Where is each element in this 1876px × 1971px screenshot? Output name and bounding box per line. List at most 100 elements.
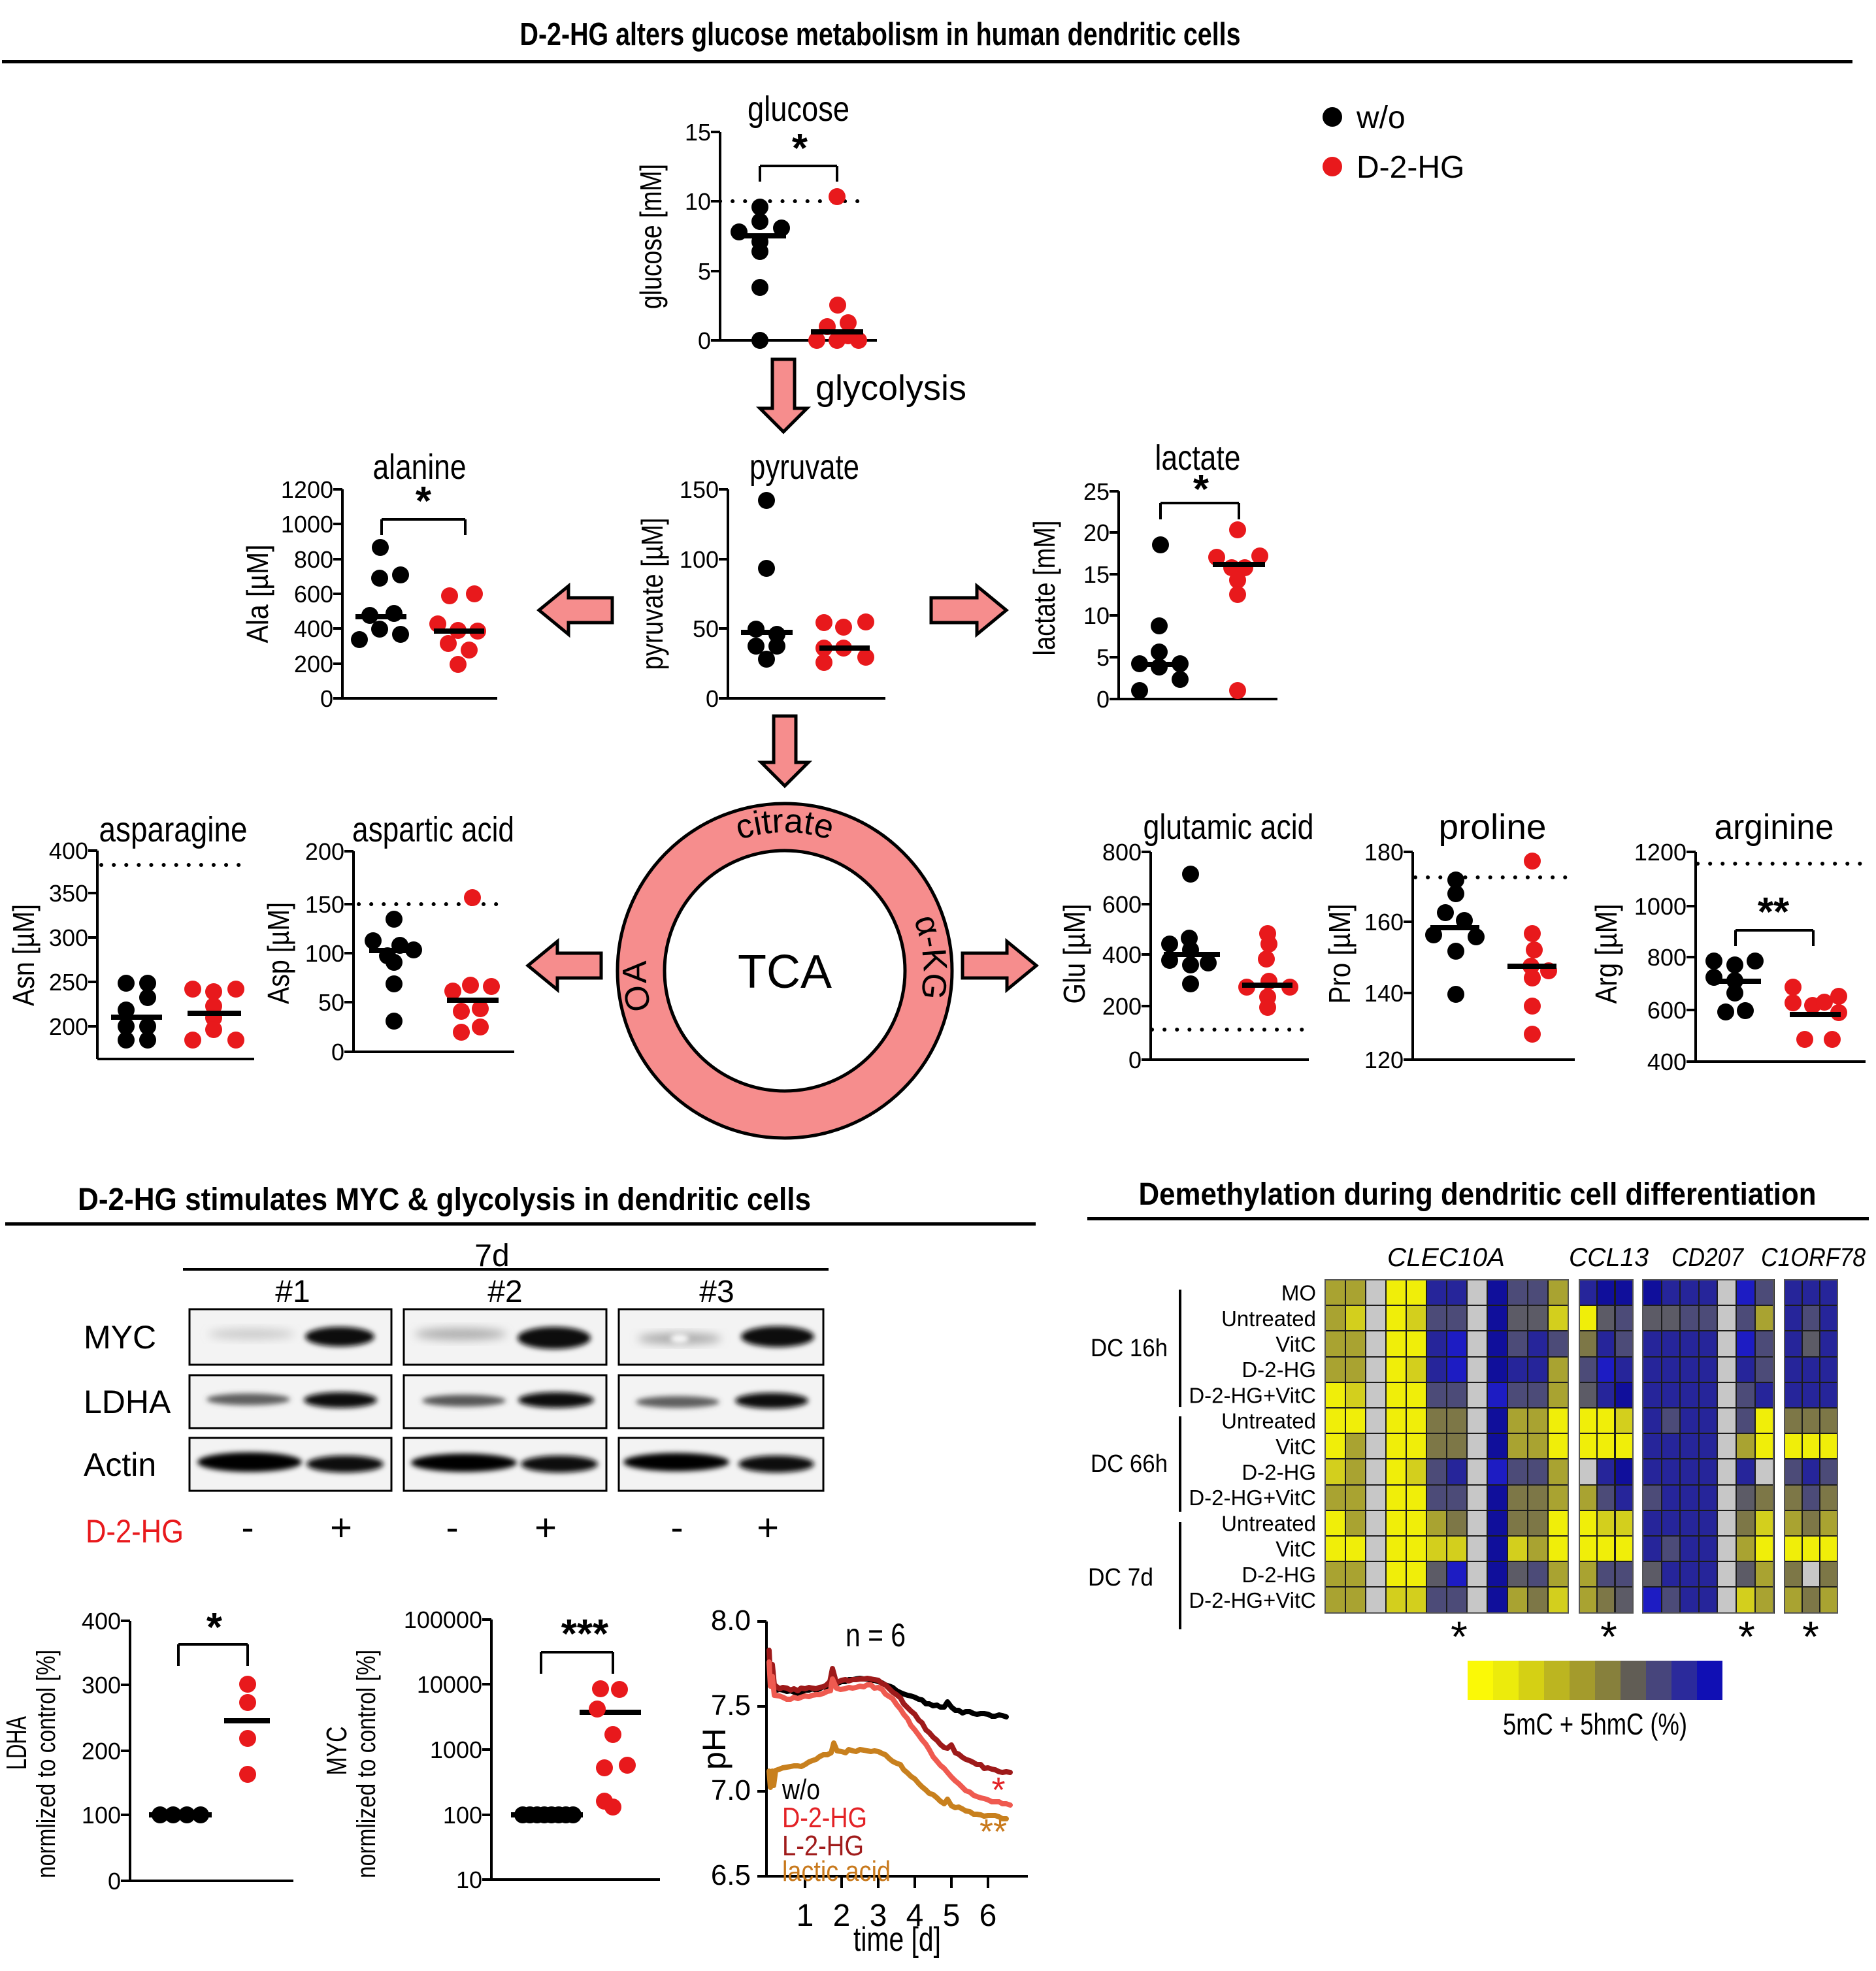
svg-text:6: 6 <box>979 1898 997 1933</box>
svg-text:50: 50 <box>693 615 719 642</box>
svg-text:D-2-HG+VitC: D-2-HG+VitC <box>1189 1486 1316 1510</box>
svg-text:MYC: MYC <box>84 1319 156 1356</box>
svg-text:400: 400 <box>1102 941 1142 968</box>
svg-text:5: 5 <box>943 1898 961 1933</box>
svg-text:5mC + 5hmC (%): 5mC + 5hmC (%) <box>1503 1707 1687 1741</box>
svg-text:7.0: 7.0 <box>711 1774 751 1806</box>
svg-text:0: 0 <box>698 327 711 354</box>
svg-text:2: 2 <box>833 1898 851 1933</box>
svg-text:D-2-HG alters glucose metaboli: D-2-HG alters glucose metabolism in huma… <box>520 17 1241 52</box>
svg-text:Untreated: Untreated <box>1221 1511 1316 1535</box>
svg-text:*: * <box>792 126 808 171</box>
svg-text:**: ** <box>1758 890 1790 935</box>
svg-text:VitC: VitC <box>1275 1332 1316 1356</box>
svg-text:n = 6: n = 6 <box>846 1617 906 1653</box>
svg-text:300: 300 <box>82 1672 121 1699</box>
svg-text:10: 10 <box>1083 602 1110 629</box>
svg-text:MO: MO <box>1281 1281 1316 1305</box>
svg-text:1000: 1000 <box>430 1736 482 1763</box>
svg-text:MYC: MYC <box>321 1727 353 1776</box>
svg-text:140: 140 <box>1364 980 1404 1007</box>
svg-text:0: 0 <box>706 685 719 712</box>
svg-text:20: 20 <box>1083 519 1110 546</box>
svg-text:time [d]: time [d] <box>853 1921 941 1959</box>
svg-text:+: + <box>535 1507 557 1549</box>
svg-text:D-2-HG: D-2-HG <box>1242 1563 1316 1587</box>
svg-text:150: 150 <box>680 476 719 503</box>
svg-text:600: 600 <box>294 581 333 608</box>
svg-text:15: 15 <box>685 119 711 146</box>
svg-text:160: 160 <box>1364 909 1404 936</box>
svg-text:pH: pH <box>696 1728 732 1770</box>
svg-text:D-2-HG: D-2-HG <box>1242 1460 1316 1484</box>
svg-text:25: 25 <box>1083 478 1110 505</box>
svg-text:glucose [mM]: glucose [mM] <box>634 164 668 309</box>
svg-text:350: 350 <box>49 880 88 907</box>
svg-text:0: 0 <box>320 685 333 712</box>
svg-text:1: 1 <box>797 1898 814 1933</box>
svg-text:1200: 1200 <box>281 476 333 503</box>
svg-text:*: * <box>1451 1612 1468 1661</box>
svg-text:10: 10 <box>456 1866 482 1893</box>
svg-text:Actin: Actin <box>84 1446 156 1483</box>
svg-text:600: 600 <box>1102 891 1142 918</box>
svg-text:-: - <box>446 1507 458 1549</box>
svg-text:D-2-HG stimulates MYC & glycol: D-2-HG stimulates MYC & glycolysis in de… <box>78 1182 811 1217</box>
svg-text:1000: 1000 <box>1634 893 1687 920</box>
svg-text:+: + <box>757 1507 779 1549</box>
svg-text:TCA: TCA <box>738 946 832 998</box>
svg-text:glutamic acid: glutamic acid <box>1144 807 1314 847</box>
svg-text:50: 50 <box>318 989 344 1016</box>
svg-text:Arg [µM]: Arg [µM] <box>1589 904 1623 1004</box>
svg-text:6.5: 6.5 <box>711 1859 751 1891</box>
svg-text:150: 150 <box>305 891 344 918</box>
svg-text:3: 3 <box>870 1898 887 1933</box>
svg-text:alanine: alanine <box>373 448 467 487</box>
svg-text:8.0: 8.0 <box>711 1604 751 1637</box>
svg-text:LDHA: LDHA <box>84 1384 171 1420</box>
svg-text:pyruvate: pyruvate <box>749 448 859 487</box>
svg-text:10: 10 <box>685 188 711 215</box>
svg-text:w/o: w/o <box>782 1774 820 1806</box>
svg-text:400: 400 <box>49 838 88 864</box>
svg-text:200: 200 <box>1102 993 1142 1020</box>
svg-text:180: 180 <box>1364 839 1404 866</box>
svg-text:1000: 1000 <box>281 511 333 538</box>
svg-text:proline: proline <box>1439 807 1547 847</box>
svg-text:0: 0 <box>1128 1047 1142 1073</box>
svg-text:L-2-HG: L-2-HG <box>782 1830 864 1862</box>
svg-text:VitC: VitC <box>1275 1537 1316 1561</box>
svg-text:300: 300 <box>49 924 88 951</box>
svg-text:Asp [µM]: Asp [µM] <box>261 902 295 1004</box>
svg-text:5: 5 <box>1096 644 1110 671</box>
svg-text:DC 7d: DC 7d <box>1088 1564 1153 1591</box>
svg-text:0: 0 <box>1096 686 1110 713</box>
svg-text:*: * <box>1738 1612 1755 1661</box>
svg-text:*: * <box>1802 1612 1819 1661</box>
svg-text:VitC: VitC <box>1275 1435 1316 1459</box>
svg-text:D-2-HG: D-2-HG <box>782 1802 867 1834</box>
svg-text:0: 0 <box>331 1039 344 1066</box>
svg-text:D-2-HG: D-2-HG <box>86 1513 184 1550</box>
svg-text:***: *** <box>561 1612 609 1657</box>
svg-text:C1ORF78: C1ORF78 <box>1761 1243 1866 1272</box>
svg-text:LDHA: LDHA <box>1 1716 33 1770</box>
svg-text:400: 400 <box>1647 1049 1687 1075</box>
svg-text:200: 200 <box>49 1013 88 1040</box>
svg-text:lactate [mM]: lactate [mM] <box>1027 521 1061 656</box>
svg-text:+: + <box>330 1507 352 1549</box>
svg-text:7.5: 7.5 <box>711 1689 751 1721</box>
svg-text:*: * <box>1193 467 1210 512</box>
svg-text:lactic acid: lactic acid <box>782 1855 891 1887</box>
svg-text:200: 200 <box>305 838 344 865</box>
svg-text:D-2-HG: D-2-HG <box>1242 1358 1316 1382</box>
svg-text:Glu [µM]: Glu [µM] <box>1057 904 1091 1004</box>
svg-text:100: 100 <box>82 1802 121 1829</box>
svg-text:normlized to control [%]: normlized to control [%] <box>32 1650 61 1878</box>
svg-text:250: 250 <box>49 969 88 996</box>
svg-text:arginine: arginine <box>1715 807 1834 847</box>
svg-text:glucose: glucose <box>748 90 849 129</box>
svg-text:Demethylation during dendritic: Demethylation during dendritic cell diff… <box>1139 1177 1817 1212</box>
svg-text:7d: 7d <box>474 1239 509 1273</box>
svg-text:5: 5 <box>698 258 711 285</box>
